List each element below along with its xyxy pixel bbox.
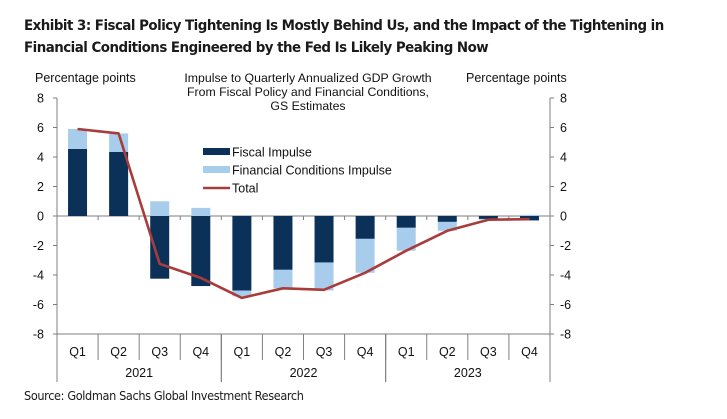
- chart-title-line-3: GS Estimates: [270, 99, 345, 113]
- right-y-tick-label: 8: [560, 92, 567, 106]
- financial-conditions-bar: [68, 128, 88, 149]
- left-y-tick-label: -4: [33, 269, 44, 283]
- quarter-label: Q2: [275, 345, 292, 359]
- left-y-tick-label: -2: [33, 239, 44, 253]
- fiscal-impulse-bar: [355, 216, 375, 239]
- chart-title-line-2: From Fiscal Policy and Financial Conditi…: [187, 85, 429, 99]
- right-y-tick-label: 0: [560, 210, 567, 224]
- left-y-tick-label: 2: [37, 180, 44, 194]
- legend-label: Financial Conditions Impulse: [232, 164, 392, 178]
- right-y-tick-label: -2: [560, 239, 571, 253]
- quarter-label: Q4: [357, 345, 374, 359]
- fiscal-impulse-bar: [314, 216, 334, 263]
- quarter-label: Q3: [480, 345, 497, 359]
- quarter-label: Q1: [234, 345, 251, 359]
- left-y-tick-label: -6: [33, 298, 44, 312]
- year-label: 2023: [454, 366, 482, 380]
- right-y-tick-label: 2: [560, 180, 567, 194]
- right-y-tick-label: 6: [560, 121, 567, 135]
- exhibit-title: Exhibit 3: Fiscal Policy Tightening Is M…: [24, 18, 664, 56]
- financial-conditions-bar: [191, 207, 211, 216]
- left-y-tick-label: 4: [37, 151, 44, 165]
- quarter-label: Q4: [521, 345, 538, 359]
- legend-label: Fiscal Impulse: [232, 146, 312, 160]
- fiscal-impulse-bar: [437, 216, 457, 222]
- fiscal-impulse-bar: [396, 216, 416, 228]
- financial-conditions-bar: [396, 227, 416, 251]
- legend-label: Total: [232, 182, 258, 196]
- financial-conditions-bar: [437, 221, 457, 231]
- quarter-label: Q1: [69, 345, 86, 359]
- quarter-label: Q3: [316, 345, 333, 359]
- financial-conditions-bar: [273, 269, 293, 289]
- left-y-tick-label: 0: [37, 210, 44, 224]
- right-axis-label: Percentage points: [466, 71, 567, 85]
- left-axis-label: Percentage points: [35, 71, 136, 85]
- fiscal-impulse-bar: [191, 216, 211, 287]
- fiscal-impulse-bar: [478, 216, 498, 219]
- legend-swatch-financial: [203, 166, 230, 173]
- financial-conditions-bar: [519, 214, 539, 216]
- left-y-tick-label: -8: [33, 328, 44, 342]
- legend-swatch-fiscal: [203, 148, 230, 155]
- chart-title-line-1: Impulse to Quarterly Annualized GDP Grow…: [184, 71, 431, 85]
- financial-conditions-bar: [314, 262, 334, 291]
- right-y-tick-label: -8: [560, 328, 571, 342]
- left-y-tick-label: 6: [37, 121, 44, 135]
- fiscal-impulse-bar: [232, 216, 252, 291]
- year-label: 2021: [125, 366, 153, 380]
- right-y-tick-label: -6: [560, 298, 571, 312]
- fiscal-impulse-bar: [150, 216, 170, 279]
- year-label: 2022: [290, 366, 318, 380]
- quarter-label: Q2: [110, 345, 127, 359]
- total-line: [77, 127, 530, 300]
- quarter-label: Q2: [439, 345, 456, 359]
- fiscal-impulse-bar: [68, 148, 88, 216]
- financial-conditions-bar: [150, 201, 170, 216]
- source-note: Source: Goldman Sachs Global Investment …: [24, 389, 304, 403]
- left-y-tick-label: 8: [37, 92, 44, 106]
- right-y-tick-label: -4: [560, 269, 571, 283]
- financial-conditions-bar: [232, 290, 252, 297]
- quarter-label: Q3: [151, 345, 168, 359]
- fiscal-impulse-bar: [273, 216, 293, 270]
- right-y-tick-label: 4: [560, 151, 567, 165]
- legend: Fiscal Impulse Financial Conditions Impul…: [203, 146, 392, 196]
- quarter-label: Q1: [398, 345, 415, 359]
- fiscal-impulse-bar: [109, 151, 129, 216]
- quarter-label: Q4: [192, 345, 209, 359]
- financial-conditions-bar: [355, 238, 375, 273]
